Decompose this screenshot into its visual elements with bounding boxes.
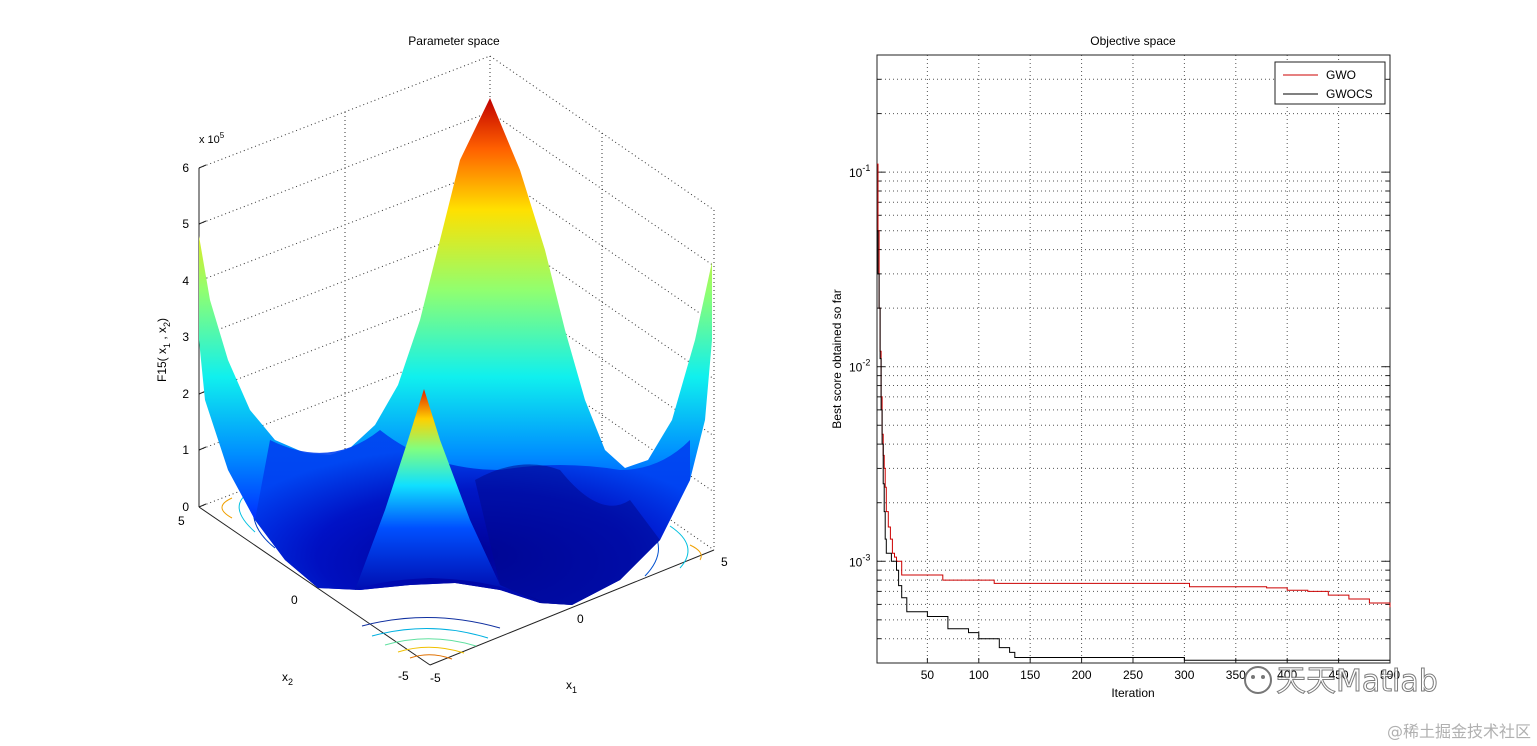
x1-tick-label: 0 <box>577 612 584 626</box>
z-tick-label: 2 <box>182 387 189 401</box>
z-tick-label: 4 <box>182 274 189 288</box>
x-tick-label: 500 <box>1380 668 1400 682</box>
x-tick-label: 400 <box>1277 668 1297 682</box>
x2-tick-label: 0 <box>291 593 298 607</box>
surface-mesh <box>199 98 712 605</box>
y-tick-label: 10-2 <box>849 358 870 375</box>
plot-area <box>877 55 1390 663</box>
x1-tick-label: -5 <box>430 671 441 685</box>
legend-box <box>1274 61 1386 105</box>
surface-plot: Parameter space <box>155 34 728 695</box>
convergence-plot: Objective space 50 100 150 200 250 300 350 400 4… <box>830 34 1400 700</box>
z-tick-label: 5 <box>182 217 189 231</box>
plot-frame <box>876 54 1391 664</box>
x-ticks: 50 100 150 200 250 300 350 400 450 500 <box>921 658 1400 682</box>
x-tick-label: 200 <box>1072 668 1092 682</box>
z-multiplier: x 105 <box>199 131 225 146</box>
z-axis-label: F15( x1 , x2) <box>155 318 172 382</box>
x-axis-label: Iteration <box>1111 686 1154 700</box>
y-tick-label: 10-3 <box>849 552 870 569</box>
legend: GWO GWOCS <box>1274 61 1386 105</box>
x-tick-label: 150 <box>1020 668 1040 682</box>
y-tick-label: 10-1 <box>849 163 870 180</box>
z-tick-labels: 6 5 4 3 2 1 0 <box>182 161 189 514</box>
watermark-logo: 天天Matlab <box>1244 664 1438 700</box>
floor-tick-labels: 5 0 -5 -5 0 5 <box>178 514 728 685</box>
convergence-title: Objective space <box>1090 34 1176 48</box>
x-tick-label: 100 <box>969 668 989 682</box>
x1-axis-label: x1 <box>566 678 577 695</box>
horizontal-grid <box>877 54 1390 664</box>
y-ticks: 10-3 10-2 10-1 <box>849 54 1390 664</box>
floor-contours <box>221 487 702 660</box>
x-tick-label: 450 <box>1329 668 1349 682</box>
x2-tick-label: -5 <box>398 669 409 683</box>
x2-tick-label: 5 <box>178 514 185 528</box>
wechat-icon-eye <box>1251 675 1255 679</box>
y-axis-label: Best score obtained so far <box>830 289 844 428</box>
surface-title: Parameter space <box>408 34 500 48</box>
z-tick-label: 6 <box>182 161 189 175</box>
x-tick-label: 50 <box>921 668 935 682</box>
legend-label-gwo: GWO <box>1326 68 1356 82</box>
x2-axis-label: x2 <box>282 670 293 687</box>
wechat-icon <box>1244 666 1272 694</box>
x-tick-label: 350 <box>1226 668 1246 682</box>
legend-label-gwocs: GWOCS <box>1326 87 1373 101</box>
z-tick-label: 3 <box>182 330 189 344</box>
watermark-site-text: @稀土掘金技术社区 <box>1387 722 1531 741</box>
watermark-logo-text: 天天Matlab <box>1276 664 1438 699</box>
series-line-gwo <box>877 163 1391 608</box>
x-tick-label: 300 <box>1174 668 1194 682</box>
vertical-grid <box>926 55 1340 663</box>
wechat-icon-eye <box>1261 675 1265 679</box>
x1-tick-label: 5 <box>721 555 728 569</box>
x-tick-label: 250 <box>1123 668 1143 682</box>
series-lines <box>877 163 1391 661</box>
z-tick-label: 0 <box>182 500 189 514</box>
z-tick-label: 1 <box>182 443 189 457</box>
series-line-gwocs <box>877 230 1390 661</box>
